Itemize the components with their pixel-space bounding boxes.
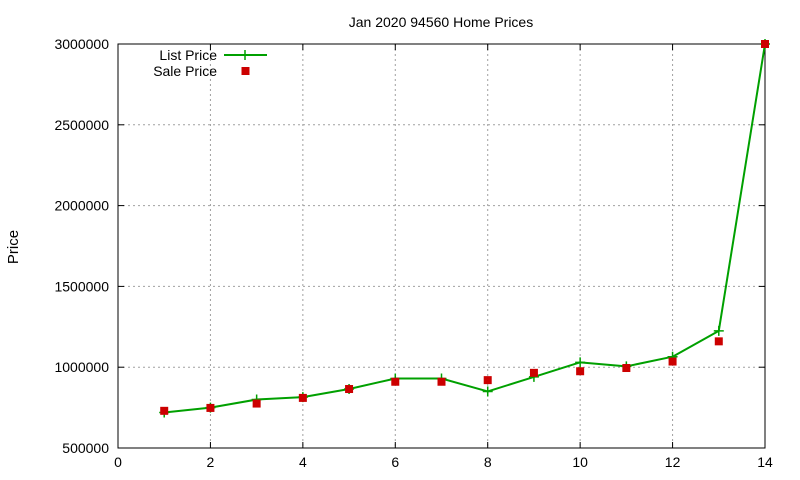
- y-tick-label: 500000: [62, 440, 109, 456]
- grid: [118, 44, 765, 448]
- axis-ticks: 0 2 4 6 8 10 12 14 500000 1000000 1500000 2000000 25…: [54, 36, 773, 470]
- sale-price-point: [160, 406, 169, 415]
- y-tick-label: 2000000: [54, 198, 109, 214]
- legend-sale-price-swatch: [241, 67, 250, 75]
- list-price-line: [164, 43, 766, 414]
- x-tick-label: 4: [299, 454, 307, 470]
- series: [159, 39, 770, 418]
- x-tick-label: 2: [207, 454, 215, 470]
- sale-price-point: [529, 368, 538, 377]
- list-price-point: [713, 325, 724, 336]
- x-tick-label: 0: [114, 454, 122, 470]
- plot-frame: [117, 43, 766, 449]
- sale-price-point: [391, 377, 400, 386]
- list-price-point: [482, 386, 493, 397]
- legend-list-price-marker: [240, 50, 250, 60]
- x-tick-label: 10: [572, 454, 588, 470]
- y-tick-label: 3000000: [54, 36, 109, 52]
- sale-price-point: [298, 393, 307, 402]
- chart-title: Jan 2020 94560 Home Prices: [349, 14, 533, 30]
- sale-price-point: [576, 367, 585, 376]
- x-tick-label: 8: [484, 454, 492, 470]
- legend-label: Sale Price: [153, 63, 217, 79]
- x-tick-label: 14: [757, 454, 773, 470]
- sale-price-point: [345, 385, 354, 394]
- legend-label: List Price: [159, 47, 217, 63]
- sale-price-point: [714, 337, 723, 346]
- y-tick-label: 1000000: [54, 359, 109, 375]
- sale-price-point: [622, 364, 631, 373]
- sale-price-point: [206, 403, 215, 412]
- sale-price-point: [761, 40, 769, 48]
- y-axis-label: Price: [5, 230, 22, 264]
- list-price-point: [575, 357, 586, 368]
- sale-price-point: [483, 376, 492, 385]
- y-tick-label: 2500000: [54, 117, 109, 133]
- y-tick-label: 1500000: [54, 278, 109, 294]
- sale-price-point: [668, 357, 677, 366]
- x-tick-label: 12: [665, 454, 681, 470]
- x-tick-label: 6: [391, 454, 399, 470]
- sale-price-point: [437, 377, 446, 386]
- sale-price-point: [252, 399, 261, 408]
